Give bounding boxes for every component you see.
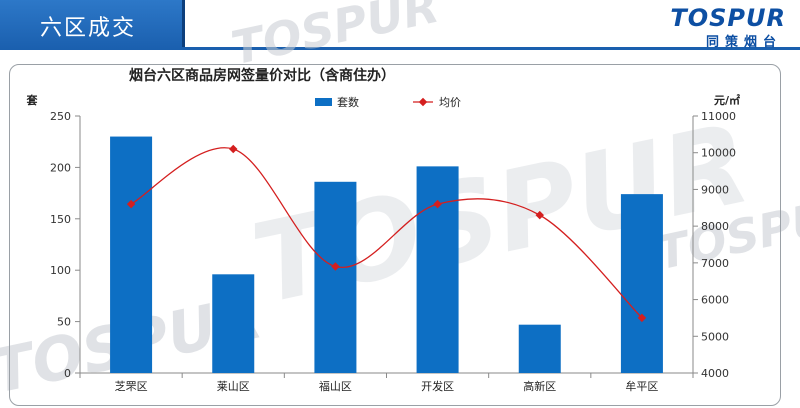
legend-swatch-bar <box>315 98 332 106</box>
logo-text: TOSPUR <box>670 4 786 32</box>
legend-label: 套数 <box>337 96 359 109</box>
bar <box>620 194 663 373</box>
avg-price-line <box>130 147 643 319</box>
y2-tick-label: 7000 <box>701 257 729 270</box>
x-tick-label: 牟平区 <box>625 379 658 393</box>
bar <box>110 136 153 373</box>
avg-price-point <box>535 210 544 220</box>
x-tick-label: 高新区 <box>523 379 556 393</box>
avg-price-point <box>637 313 647 323</box>
x-tick-label: 开发区 <box>421 379 454 393</box>
bar <box>212 274 255 373</box>
x-tick-label: 福山区 <box>319 379 352 393</box>
y2-tick-label: 4000 <box>701 367 729 380</box>
y2-tick-label: 6000 <box>701 294 729 307</box>
y2-tick-label: 11000 <box>701 110 736 123</box>
header-bar: 六区成交 <box>0 0 185 50</box>
chart-title: 烟台六区商品房网签量价对比（含商住办） <box>129 67 395 84</box>
bar <box>416 166 459 373</box>
y2-axis-label: 元/㎡ <box>714 93 740 107</box>
brand-logo: TOSPUR 同策烟台 <box>636 4 786 50</box>
y-tick-label: 50 <box>57 316 71 329</box>
y2-tick-label: 5000 <box>701 330 729 343</box>
page-title: 六区成交 <box>40 16 137 41</box>
y2-tick-label: 9000 <box>701 183 729 196</box>
y2-tick-label: 8000 <box>701 220 729 233</box>
avg-price-point <box>331 262 340 271</box>
y-tick-label: 100 <box>50 264 71 277</box>
y2-tick-label: 10000 <box>701 147 736 160</box>
avg-price-point <box>126 199 136 209</box>
avg-price-point <box>229 144 238 154</box>
y-tick-label: 150 <box>50 213 71 226</box>
x-tick-label: 芝罘区 <box>115 380 148 393</box>
bar <box>518 324 561 373</box>
x-tick-label: 莱山区 <box>217 380 250 393</box>
header-divider <box>182 47 800 50</box>
bar <box>314 181 357 373</box>
legend-swatch-marker <box>418 97 428 107</box>
avg-price-point <box>433 199 442 209</box>
y-tick-label: 250 <box>50 110 71 123</box>
logo-subtext: 同策烟台 <box>705 35 782 50</box>
legend-label: 均价 <box>439 96 461 109</box>
y-axis-label: 套 <box>27 93 39 107</box>
y-tick-label: 0 <box>64 367 71 380</box>
y-tick-label: 200 <box>50 161 71 174</box>
